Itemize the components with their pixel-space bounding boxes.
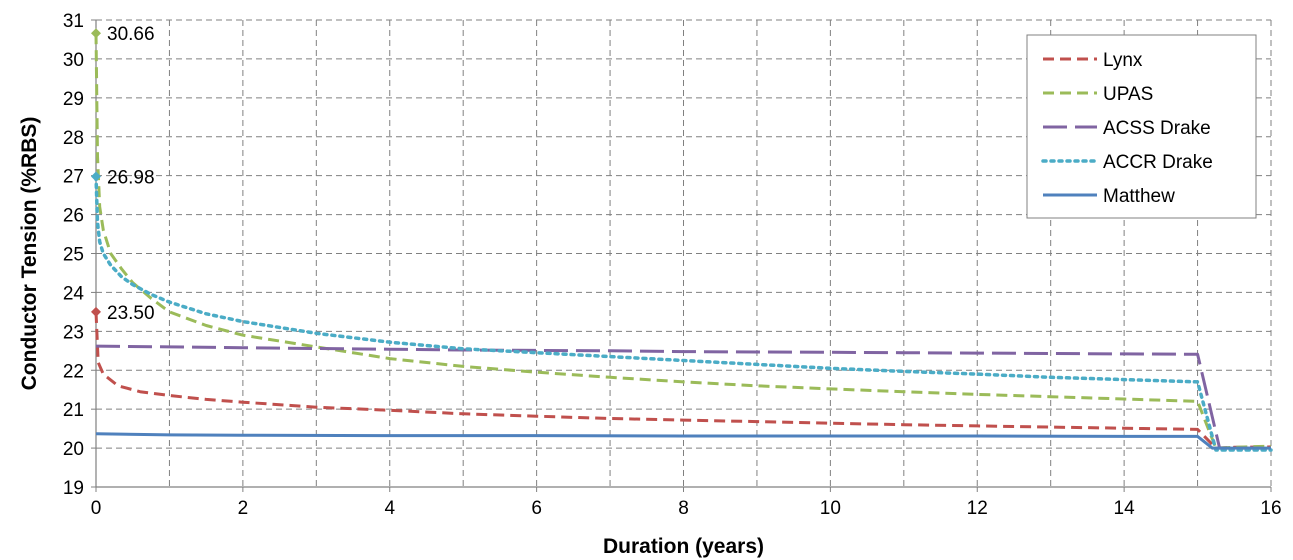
legend-label: ACSS Drake <box>1103 118 1211 139</box>
x-tick-label: 10 <box>820 498 841 519</box>
y-tick-label: 26 <box>63 206 84 227</box>
y-tick-label: 30 <box>63 50 84 71</box>
legend-label: UPAS <box>1103 84 1153 105</box>
legend-item: ACSS Drake <box>1043 118 1211 139</box>
x-tick-label: 6 <box>531 498 542 519</box>
y-tick-label: 28 <box>63 128 84 149</box>
annotations: 30.66 26.98 23.50 <box>91 24 155 324</box>
legend-item: ACCR Drake <box>1041 152 1213 173</box>
y-tick-label: 25 <box>63 245 84 266</box>
legend-item: Matthew <box>1043 186 1175 207</box>
y-tick-label: 31 <box>63 11 84 32</box>
series-upas <box>94 33 1272 450</box>
data-point-marker <box>91 171 101 182</box>
x-tick-label: 12 <box>967 498 988 519</box>
x-tick-label: 8 <box>678 498 689 519</box>
legend-label: Matthew <box>1103 186 1175 207</box>
x-tick-label: 16 <box>1260 498 1281 519</box>
x-axis-title: Duration (years) <box>603 535 764 558</box>
data-label-text: 23.50 <box>107 303 155 324</box>
data-point-marker <box>91 28 101 39</box>
y-tick-label: 21 <box>63 400 84 421</box>
y-tick-label: 19 <box>63 478 84 499</box>
series-line <box>95 344 1271 450</box>
series-line <box>94 174 1273 452</box>
legend-label: ACCR Drake <box>1103 152 1213 173</box>
legend-label: Lynx <box>1103 50 1143 71</box>
x-tick-label: 0 <box>91 498 102 519</box>
y-tick-label: 22 <box>63 361 84 382</box>
y-axis-title: Conductor Tension (%RBS) <box>18 117 41 391</box>
data-label: 30.66 <box>91 24 155 45</box>
legend-item: UPAS <box>1043 84 1153 105</box>
legend-item: Lynx <box>1043 50 1143 71</box>
series-accr-drake <box>94 174 1273 452</box>
y-tick-label: 20 <box>63 439 84 460</box>
series-line <box>95 432 1271 450</box>
y-tick-label: 24 <box>63 283 85 304</box>
x-tick-label: 4 <box>384 498 395 519</box>
data-label: 26.98 <box>91 167 155 188</box>
data-point-marker <box>91 306 101 317</box>
y-tick-label: 29 <box>63 89 84 110</box>
data-label-text: 30.66 <box>107 24 155 45</box>
series-group <box>94 33 1273 452</box>
data-label-text: 26.98 <box>107 167 155 188</box>
legend: Lynx UPAS ACSS Drake ACCR Drake Matthew <box>1026 34 1257 219</box>
x-tick-label: 2 <box>238 498 249 519</box>
series-matthew <box>95 432 1271 450</box>
x-tick-label: 14 <box>1114 498 1136 519</box>
data-label: 23.50 <box>91 303 155 324</box>
y-tick-label: 27 <box>63 167 84 188</box>
series-line <box>94 33 1272 450</box>
series-acss-drake <box>95 344 1271 450</box>
y-tick-label: 23 <box>63 322 84 343</box>
